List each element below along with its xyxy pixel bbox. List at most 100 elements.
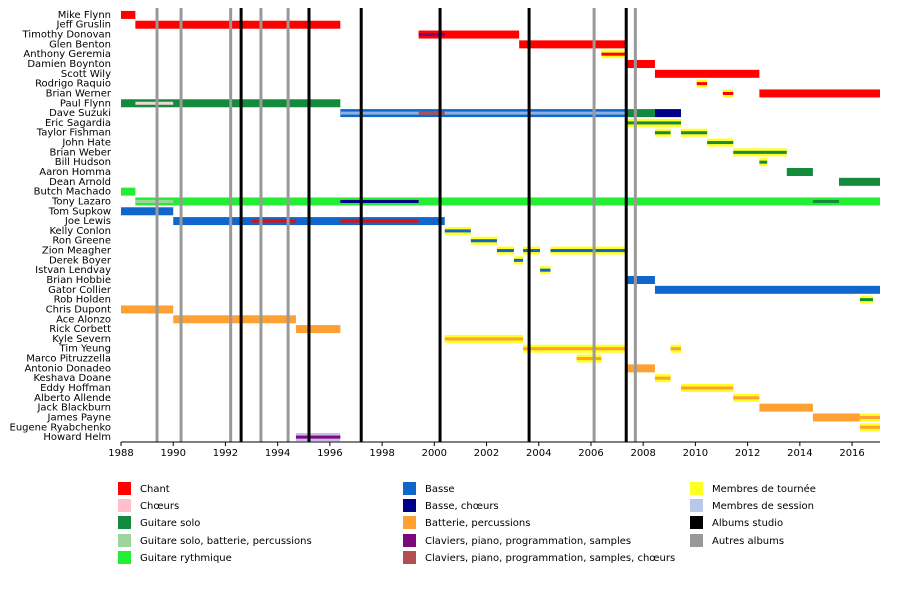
legend-label: Membres de tournée	[712, 483, 816, 495]
x-tick-label: 1990	[160, 448, 185, 459]
legend-swatch	[690, 516, 703, 529]
tenure-bar	[759, 403, 813, 412]
member-name: Zion Meagher	[42, 246, 112, 257]
member-name: Chris Dupont	[46, 304, 111, 315]
legend-swatch	[403, 534, 416, 547]
legend-swatch	[690, 534, 703, 547]
member-name: Joe Lewis	[64, 216, 111, 227]
tenure-bar	[627, 364, 655, 373]
legend-swatch	[403, 482, 416, 495]
legend-swatch	[403, 551, 416, 564]
tenure-bar	[627, 109, 655, 118]
role-overlay	[135, 101, 174, 105]
legend-label: Basse, chœurs	[425, 501, 499, 512]
member-name: Derek Boyer	[49, 255, 112, 266]
tenure-bar	[759, 89, 880, 98]
member-name: Mike Flynn	[58, 10, 111, 21]
x-tick-label: 1988	[108, 448, 133, 459]
member-name: Dean Arnold	[49, 177, 111, 188]
member-name: James Payne	[47, 412, 111, 423]
member-name: Brian Werner	[46, 88, 112, 99]
role-overlay	[418, 111, 445, 115]
legend-label: Claviers, piano, programmation, samples	[425, 536, 631, 547]
role-stripe	[470, 239, 497, 243]
legend-swatch	[118, 516, 131, 529]
legend-label: Autres albums	[712, 536, 784, 547]
legend-label: Batterie, percussions	[425, 518, 530, 529]
member-name: Antonio Donadeo	[24, 363, 111, 374]
role-stripe	[601, 52, 628, 56]
tenure-bar	[173, 315, 296, 324]
role-stripe	[859, 298, 873, 302]
x-tick-label: 2010	[683, 448, 708, 459]
tenure-bar	[135, 197, 880, 206]
member-name: Timothy Donovan	[22, 30, 111, 41]
member-name: Brian Hobbie	[46, 275, 111, 286]
x-tick-label: 1994	[265, 448, 290, 459]
member-name: Butch Machado	[34, 187, 111, 198]
member-name: Scott Wily	[61, 69, 111, 80]
legend-label: Albums studio	[712, 518, 783, 529]
member-name: Tony Lazaro	[51, 196, 111, 207]
role-stripe	[759, 160, 768, 164]
x-tick-label: 2008	[630, 448, 655, 459]
legend-label: Claviers, piano, programmation, samples,…	[425, 553, 675, 564]
role-overlay	[135, 199, 174, 203]
member-name: Taylor Fishman	[36, 128, 111, 139]
legend-label: Guitare solo, batterie, percussions	[140, 536, 312, 547]
legend-swatch	[690, 482, 703, 495]
legend-swatch	[118, 551, 131, 564]
role-stripe	[733, 150, 787, 154]
tenure-bar	[839, 177, 880, 186]
member-name: Ace Alonzo	[56, 314, 111, 325]
x-tick-label: 2012	[735, 448, 760, 459]
tenure-bar	[654, 109, 682, 118]
member-name: Jeff Gruslin	[56, 20, 111, 31]
legend-label: Guitare rythmique	[140, 553, 232, 564]
member-name: Jack Blackburn	[36, 403, 111, 414]
member-name: Aaron Homma	[39, 167, 111, 178]
member-name: Rick Corbett	[49, 324, 111, 335]
role-stripe	[733, 396, 760, 400]
member-name: John Hate	[61, 138, 111, 149]
legend-label: Chœurs	[140, 501, 179, 512]
role-stripe	[707, 141, 734, 145]
tenure-bar	[786, 168, 813, 176]
role-stripe	[681, 131, 708, 135]
member-name: Eddy Hoffman	[40, 383, 111, 394]
member-name: Istvan Lendvay	[35, 265, 111, 276]
role-overlay	[418, 33, 445, 37]
role-stripe	[627, 121, 682, 125]
x-tick-label: 1996	[317, 448, 342, 459]
legend-swatch	[118, 499, 131, 512]
role-stripe	[540, 268, 551, 272]
tenure-bar	[121, 207, 174, 216]
tenure-bar	[812, 413, 860, 422]
x-tick-label: 2002	[474, 448, 499, 459]
tenure-bar	[121, 305, 174, 314]
member-name: Ron Greene	[52, 236, 111, 247]
role-stripe	[550, 249, 628, 253]
tenure-bar	[295, 325, 341, 334]
member-name: Kyle Severn	[52, 334, 111, 345]
tenure-bar	[627, 276, 655, 284]
x-tick-label: 1998	[369, 448, 394, 459]
role-stripe	[340, 111, 628, 115]
member-name: Eric Sagardia	[45, 118, 111, 129]
legend-label: Guitare solo	[140, 518, 200, 529]
legend-swatch	[403, 516, 416, 529]
legend-swatch	[118, 534, 131, 547]
member-name: Gator Collier	[48, 285, 112, 296]
member-name: Rodrigo Raquio	[35, 79, 111, 90]
role-stripe	[523, 347, 628, 351]
role-stripe	[722, 91, 734, 95]
x-tick-label: 2006	[578, 448, 603, 459]
role-stripe	[444, 337, 524, 341]
x-tick-label: 2016	[839, 448, 864, 459]
member-name: Tim Yeung	[59, 344, 111, 355]
tenure-bar	[654, 285, 880, 294]
tenure-bar	[135, 20, 341, 29]
tenure-bar	[418, 30, 520, 39]
role-stripe	[576, 357, 602, 361]
tenure-bar	[654, 69, 760, 78]
